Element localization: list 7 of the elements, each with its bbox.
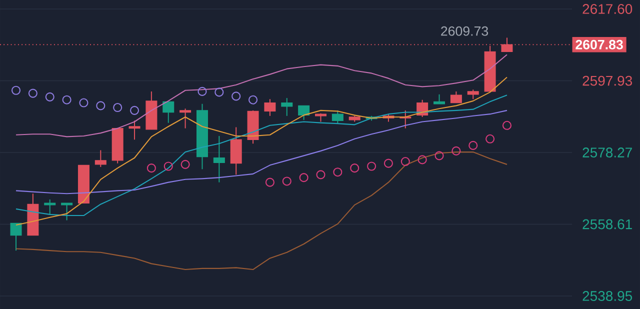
annotation: 2609.73 bbox=[441, 26, 488, 36]
y-tick-label: 2617.60 bbox=[582, 4, 632, 14]
y-tick-label: 2558.61 bbox=[582, 219, 632, 230]
y-tick-label: 2578.27 bbox=[582, 148, 632, 158]
y-tick-label: 2538.95 bbox=[582, 291, 632, 301]
y-tick-label: 2597.93 bbox=[582, 76, 632, 86]
ref-line-label: 2607.83 bbox=[576, 40, 623, 50]
